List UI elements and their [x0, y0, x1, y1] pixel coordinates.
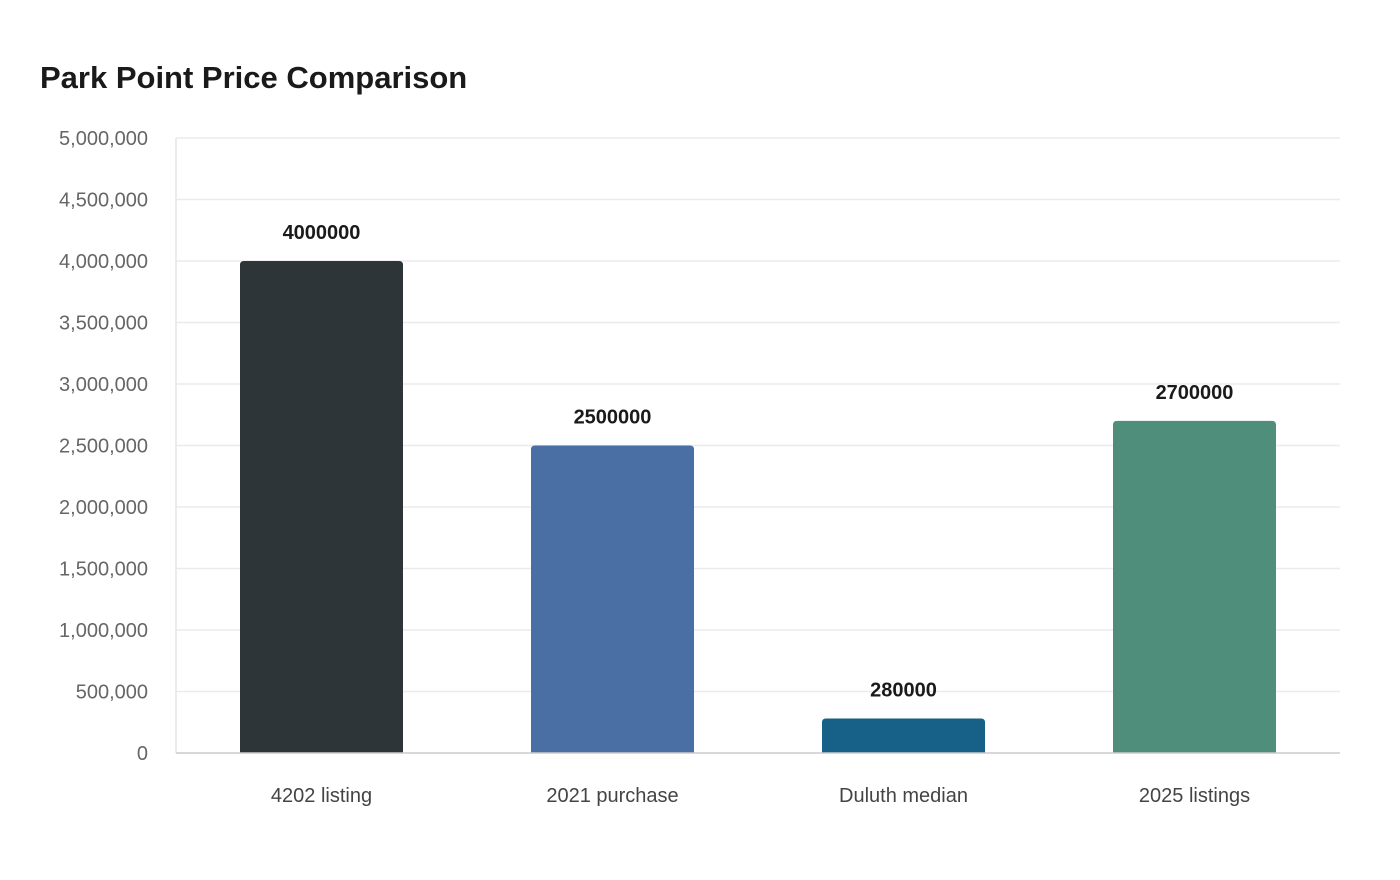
bar [531, 445, 694, 753]
x-tick-label: Duluth median [839, 785, 968, 807]
y-tick-label: 4,500,000 [59, 190, 148, 212]
bar [1113, 420, 1276, 753]
bar [822, 718, 985, 753]
y-tick-label: 500,000 [76, 682, 148, 704]
x-tick-label: 2021 purchase [546, 785, 678, 807]
y-tick-label: 3,500,000 [59, 313, 148, 335]
y-tick-label: 2,500,000 [59, 436, 148, 458]
y-tick-label: 2,000,000 [59, 497, 148, 519]
chart-title: Park Point Price Comparison [40, 60, 468, 95]
y-tick-label: 3,000,000 [59, 374, 148, 396]
x-tick-label: 2025 listings [1139, 785, 1250, 807]
bar [240, 261, 403, 753]
y-tick-label: 0 [137, 743, 148, 765]
data-label: 2500000 [574, 407, 652, 429]
y-tick-label: 1,000,000 [59, 620, 148, 642]
y-tick-label: 1,500,000 [59, 559, 148, 581]
data-label: 280000 [870, 680, 937, 702]
y-tick-label: 4,000,000 [59, 251, 148, 273]
data-label: 4000000 [283, 222, 361, 244]
y-tick-label: 5,000,000 [59, 128, 148, 150]
x-tick-label: 4202 listing [271, 785, 372, 807]
data-label: 2700000 [1156, 382, 1234, 404]
